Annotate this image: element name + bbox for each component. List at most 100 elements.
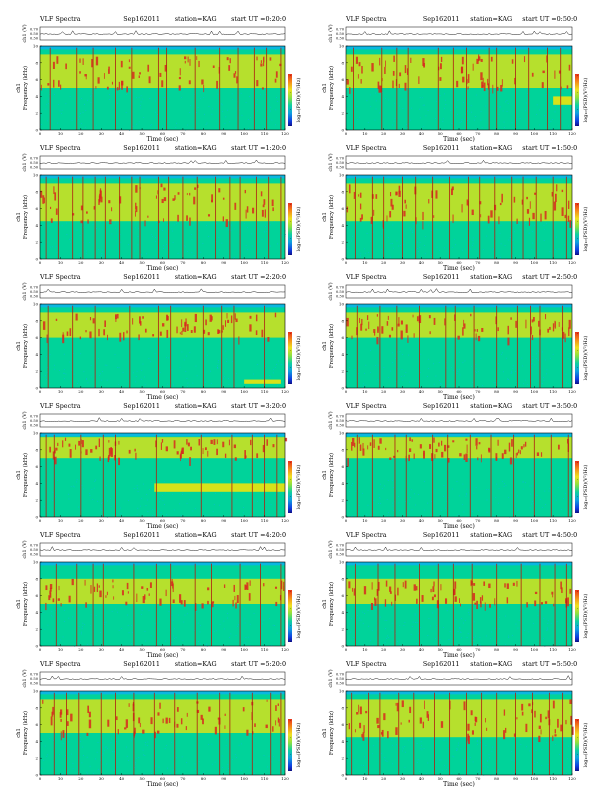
noise-speck xyxy=(199,230,200,232)
noise-speck xyxy=(383,367,385,368)
noise-speck xyxy=(81,98,82,99)
emission-patch xyxy=(187,442,190,447)
noise-speck xyxy=(280,763,281,765)
noise-speck xyxy=(387,635,388,637)
emission-patch xyxy=(262,204,265,208)
noise-speck xyxy=(146,745,148,746)
noise-speck xyxy=(144,376,145,378)
noise-speck xyxy=(45,108,47,110)
emission-patch xyxy=(440,584,442,591)
noise-speck xyxy=(172,383,174,385)
emission-patch xyxy=(359,444,362,451)
noise-speck xyxy=(465,493,467,494)
noise-speck xyxy=(397,368,398,370)
noise-speck xyxy=(495,627,496,629)
emission-patch xyxy=(476,58,479,64)
noise-speck xyxy=(528,631,530,633)
noise-speck xyxy=(472,761,474,763)
noise-speck xyxy=(531,366,533,368)
noise-speck xyxy=(371,629,373,631)
noise-speck xyxy=(231,224,233,226)
emission-patch xyxy=(269,57,272,61)
noise-speck xyxy=(430,625,432,627)
emission-patch xyxy=(71,578,74,586)
y-tick-label: 8 xyxy=(341,447,344,452)
emission-patch xyxy=(386,215,388,222)
noise-speck xyxy=(164,491,166,493)
noise-speck xyxy=(224,228,226,230)
noise-speck xyxy=(559,479,561,480)
noise-speck xyxy=(417,241,418,243)
noise-speck xyxy=(451,123,453,124)
noise-speck xyxy=(120,628,122,629)
emission-patch xyxy=(348,581,351,589)
emission-patch xyxy=(85,602,87,608)
noise-speck xyxy=(264,366,266,367)
emission-patch xyxy=(516,580,518,587)
noise-speck xyxy=(54,94,55,95)
noise-speck xyxy=(110,498,111,499)
noise-speck xyxy=(238,624,239,626)
x-tick-label: 0 xyxy=(39,518,42,523)
noise-speck xyxy=(391,763,393,765)
noise-speck xyxy=(270,106,272,108)
ch1-tick-label: 0.70 xyxy=(336,673,345,677)
emission-patch xyxy=(370,602,374,610)
noise-speck xyxy=(141,610,143,611)
noise-speck xyxy=(487,127,489,129)
noise-speck xyxy=(473,492,475,494)
emission-patch xyxy=(135,206,138,213)
colorbar-tick-label: - xyxy=(290,236,292,240)
noise-speck xyxy=(475,94,477,96)
panel-date: Sep162011 xyxy=(423,273,460,281)
emission-patch xyxy=(389,457,392,460)
emission-patch xyxy=(358,704,360,713)
noise-speck xyxy=(536,762,538,763)
noise-speck xyxy=(248,119,249,120)
x-tick-label: 70 xyxy=(180,647,186,652)
noise-speck xyxy=(536,495,538,497)
emission-patch xyxy=(45,585,48,591)
colorbar xyxy=(575,332,579,384)
x-tick-label: 50 xyxy=(438,389,444,394)
noise-speck xyxy=(191,252,193,254)
noise-speck xyxy=(140,253,142,255)
noise-speck xyxy=(513,760,515,762)
noise-speck xyxy=(235,635,237,636)
noise-speck xyxy=(224,375,226,377)
emission-patch xyxy=(246,729,249,736)
emission-patch xyxy=(456,80,459,88)
noise-speck xyxy=(179,366,181,368)
noise-speck xyxy=(228,384,230,386)
noise-speck xyxy=(265,94,267,95)
noise-speck xyxy=(104,750,105,752)
y-tick-label: 6 xyxy=(35,464,38,469)
noise-speck xyxy=(367,122,369,124)
emission-patch xyxy=(163,197,167,202)
noise-speck xyxy=(404,501,406,502)
noise-speck xyxy=(391,629,393,631)
noise-speck xyxy=(135,758,137,760)
noise-speck xyxy=(467,742,469,744)
noise-speck xyxy=(493,237,495,239)
noise-speck xyxy=(249,766,251,768)
emission-patch xyxy=(69,328,72,337)
noise-speck xyxy=(134,767,136,768)
noise-speck xyxy=(57,608,58,610)
emission-patch xyxy=(487,78,489,86)
noise-speck xyxy=(347,756,349,758)
noise-speck xyxy=(281,743,282,744)
noise-speck xyxy=(235,499,237,500)
emission-patch xyxy=(424,700,425,710)
emission-patch xyxy=(544,210,547,220)
noise-speck xyxy=(200,98,202,99)
emission-patch xyxy=(55,447,58,451)
emission-patch xyxy=(569,220,572,228)
noise-speck xyxy=(414,614,416,616)
emission-patch xyxy=(511,59,514,64)
emission-patch xyxy=(142,316,144,319)
emission-patch xyxy=(109,219,112,225)
ch1-strip-frame xyxy=(345,284,573,299)
noise-speck xyxy=(135,381,136,383)
emission-patch xyxy=(262,444,265,453)
